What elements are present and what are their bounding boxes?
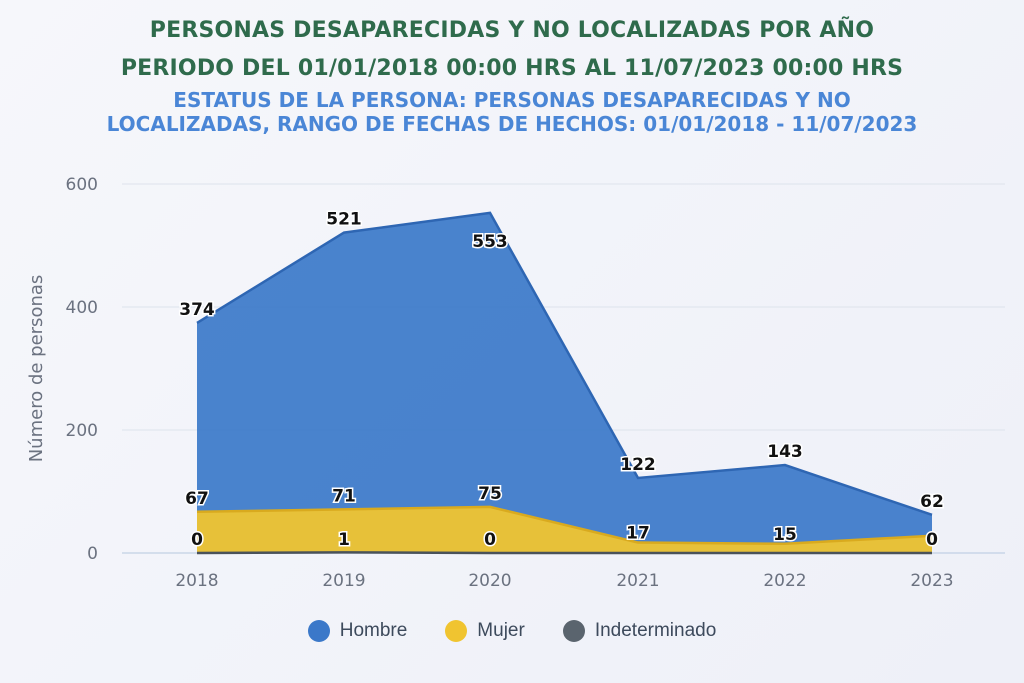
y-axis-label: Número de personas: [26, 275, 47, 463]
x-tick-label: 2018: [175, 571, 218, 591]
data-label: 0: [191, 530, 203, 550]
y-tick-label: 400: [66, 298, 98, 318]
x-tick-label: 2022: [763, 571, 806, 591]
y-tick-label: 0: [87, 544, 98, 564]
legend-swatch-indeterminado: [562, 620, 585, 642]
data-label: 15: [773, 525, 797, 545]
area-mujer: [197, 506, 932, 553]
x-tick-label: 2021: [616, 571, 659, 591]
area-hombre: [197, 212, 932, 553]
legend-label-indeterminado: Indeterminado: [594, 620, 717, 641]
data-label: 1: [338, 530, 350, 550]
data-label: 553: [472, 232, 508, 252]
data-label: 521: [326, 210, 362, 230]
line-mujer: [196, 505, 933, 546]
chart-title-period: PERIODO DEL 01/01/2018 00:00 HRS AL 11/0…: [120, 56, 904, 81]
data-label: 143: [767, 442, 803, 462]
data-label: 71: [332, 486, 356, 506]
legend-item-indeterminado[interactable]: Indeterminado: [562, 620, 717, 642]
line-hombre: [196, 211, 933, 517]
legend-label-mujer: Mujer: [477, 620, 525, 641]
data-label: 374: [179, 300, 215, 320]
legend-item-hombre[interactable]: Hombre: [307, 620, 408, 642]
data-label: 0: [926, 530, 938, 550]
x-tick-label: 2023: [910, 571, 953, 591]
data-label: 75: [478, 484, 502, 504]
data-label: 122: [620, 455, 656, 475]
legend: Hombre Mujer Indeterminado: [0, 620, 1024, 642]
chart-subtitle: ESTATUS DE LA PERSONA: PERSONAS DESAPARE…: [106, 88, 918, 136]
x-tick-label: 2019: [322, 571, 365, 591]
y-tick-label: 600: [66, 175, 98, 195]
legend-swatch-mujer: [445, 620, 468, 642]
x-tick-label: 2020: [468, 571, 511, 591]
line-indeterminado: [196, 551, 932, 555]
chart-title: PERSONAS DESAPARECIDAS Y NO LOCALIZADAS …: [149, 18, 875, 43]
data-label: 67: [185, 489, 209, 509]
data-label: 0: [484, 530, 496, 550]
legend-label-hombre: Hombre: [339, 620, 408, 641]
data-label: 62: [920, 492, 944, 512]
legend-swatch-hombre: [307, 620, 330, 642]
y-tick-label: 200: [66, 421, 98, 441]
legend-item-mujer[interactable]: Mujer: [445, 620, 525, 642]
data-label: 17: [626, 524, 650, 544]
